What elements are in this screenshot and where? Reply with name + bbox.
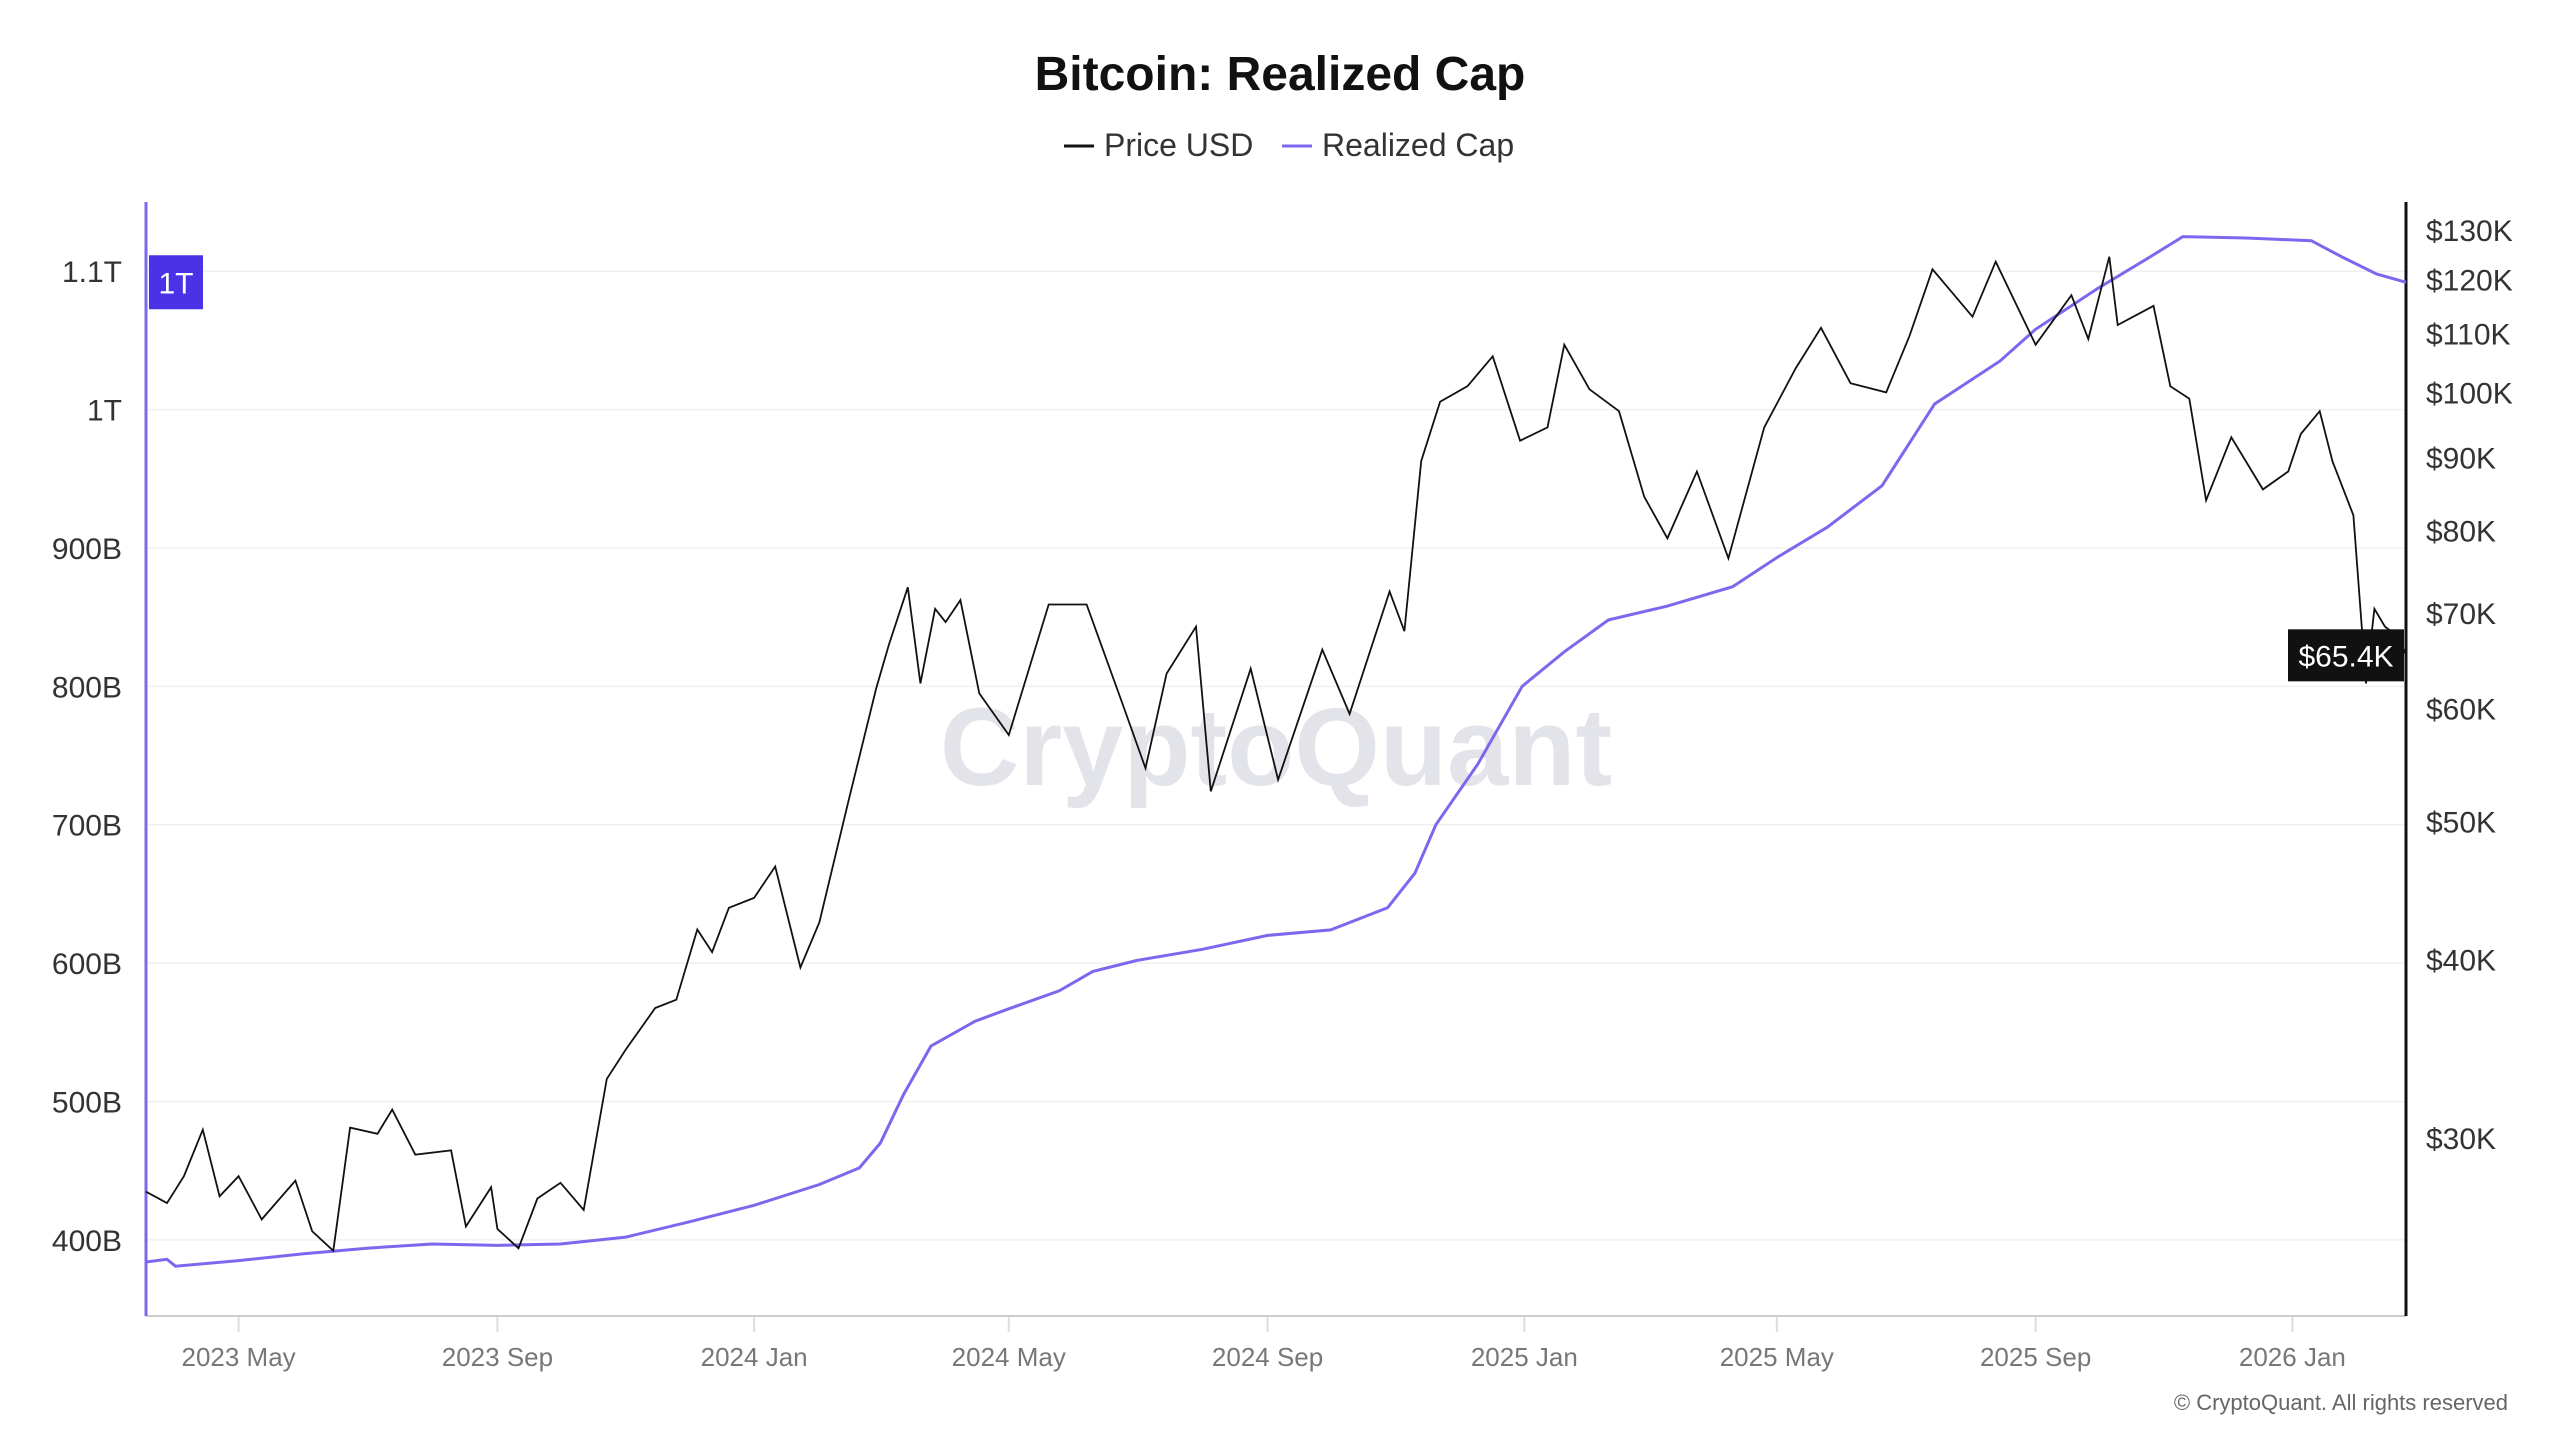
right-tick-label: $120K [2426,264,2513,297]
right-tick-label: $110K [2426,318,2511,351]
left-tick-label: 800B [52,671,122,704]
right-current-value: $65.4K [2298,640,2393,673]
price-usd-line [145,256,2407,1253]
right-tick-label: $30K [2426,1123,2496,1156]
right-tick-label: $50K [2426,807,2496,840]
left-tick-label: 400B [52,1225,122,1258]
left-current-value: 1T [158,267,193,300]
x-tick-label: 2023 Sep [442,1342,553,1372]
left-tick-label: 600B [52,948,122,981]
left-current-badge: 1T [149,255,203,310]
legend-price-label[interactable]: Price USD [1104,127,1253,163]
x-tick-label: 2026 Jan [2239,1342,2346,1372]
x-tick-label: 2025 May [1720,1342,1834,1372]
left-tick-label: 1.1T [62,256,122,289]
right-tick-label: $60K [2426,694,2496,727]
legend-realized-label[interactable]: Realized Cap [1322,127,1514,163]
legend: Price USD Realized Cap [1064,127,1514,163]
x-tick-label: 2025 Sep [1980,1342,2091,1372]
x-tick-label: 2025 Jan [1471,1342,1578,1372]
left-axis-ticks: 400B 500B 600B 700B 800B 900B 1T 1.1T [52,256,122,1258]
right-current-badge: $65.4K [2288,629,2404,682]
right-tick-label: $100K [2426,377,2513,410]
chart-title: Bitcoin: Realized Cap [1035,48,1526,101]
gridlines [146,270,2406,1241]
realized-cap-line [145,235,2407,1268]
x-tick-label: 2024 Sep [1212,1342,1323,1372]
right-tick-label: $130K [2426,215,2513,248]
left-tick-label: 1T [87,395,122,428]
x-tick-label: 2023 May [181,1342,295,1372]
x-tick-label: 2024 May [952,1342,1066,1372]
left-tick-label: 500B [52,1087,122,1120]
x-axis-ticks: 2023 May 2023 Sep 2024 Jan 2024 May 2024 Sep… [181,1316,2346,1372]
right-tick-label: $70K [2426,598,2496,631]
copyright: © CryptoQuant. All rights reserved [2174,1390,2508,1415]
right-axis-ticks: $30K $40K $50K $60K $70K $80K $90K $100K $110K $1… [2426,215,2513,1156]
watermark: CryptoQuant [940,686,1612,809]
x-tick-label: 2024 Jan [701,1342,808,1372]
right-tick-label: $80K [2426,516,2496,549]
right-tick-label: $90K [2426,443,2496,476]
left-tick-label: 700B [52,810,122,843]
right-tick-label: $40K [2426,945,2496,978]
left-tick-label: 900B [52,533,122,566]
